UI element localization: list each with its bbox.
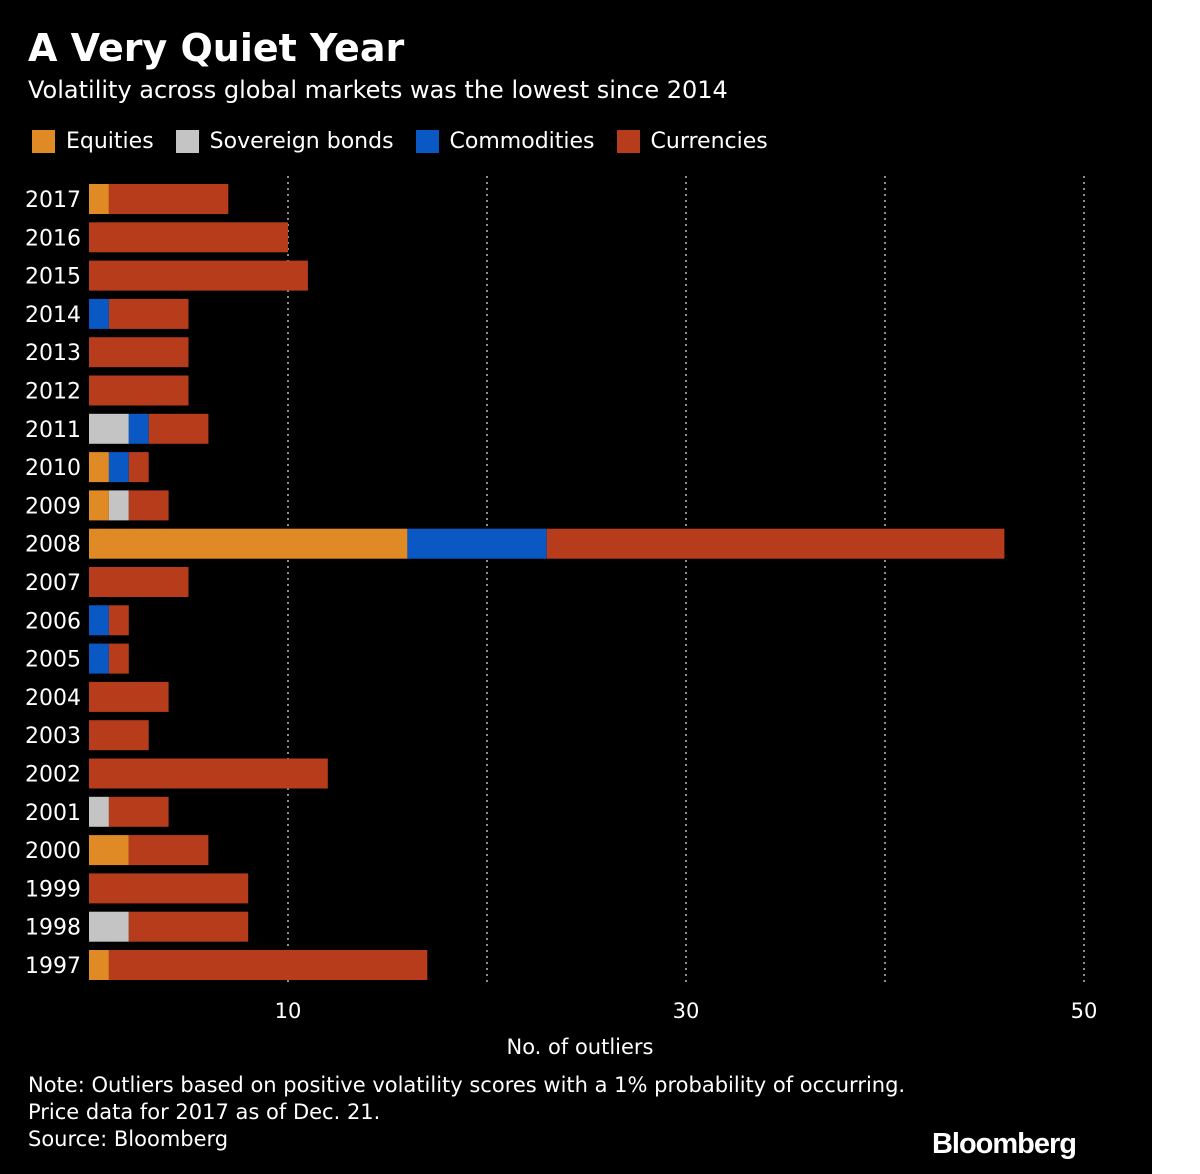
legend-swatch-currencies [616, 129, 640, 153]
bar-2002-currencies [89, 758, 328, 789]
category-label-2017: 2017 [25, 188, 81, 213]
x-tick-label-50: 50 [1071, 999, 1098, 1023]
bar-1998-currencies [128, 911, 249, 942]
category-label-1997: 1997 [25, 954, 81, 979]
category-label-2004: 2004 [25, 686, 81, 711]
bar-2010-commodities [108, 452, 129, 483]
category-label-2000: 2000 [25, 839, 81, 864]
bar-2006-currencies [108, 605, 129, 636]
bar-2001-sovereign-bonds [89, 796, 109, 827]
bar-2014-commodities [89, 298, 109, 329]
category-label-2003: 2003 [25, 724, 81, 749]
bar-2010-currencies [128, 452, 149, 483]
legend-item-commodities: Commodities [415, 128, 595, 154]
chart-panel: A Very Quiet Year Volatility across glob… [0, 0, 1152, 1174]
bar-2011-sovereign-bonds [89, 413, 129, 444]
bar-1997-currencies [108, 950, 428, 980]
category-label-2010: 2010 [25, 456, 81, 481]
note-price-date: Price data for 2017 as of Dec. 21. [28, 1100, 381, 1124]
x-tick-label-10: 10 [275, 999, 302, 1023]
bar-2012-currencies [89, 375, 189, 406]
bar-2008-equities [89, 528, 408, 559]
bar-2017-currencies [108, 184, 229, 214]
source-text: Source: Bloomberg [28, 1127, 229, 1151]
bar-2008-currencies [546, 528, 1005, 559]
category-label-2009: 2009 [25, 494, 81, 519]
category-label-1998: 1998 [25, 916, 81, 941]
category-label-2007: 2007 [25, 571, 81, 596]
category-label-2011: 2011 [25, 418, 81, 443]
bar-2014-currencies [108, 298, 189, 329]
bar-2005-currencies [108, 643, 129, 674]
category-label-2012: 2012 [25, 380, 81, 405]
legend: Equities Sovereign bonds Commodities Cur… [32, 126, 790, 156]
category-label-2001: 2001 [25, 801, 81, 826]
category-label-2013: 2013 [25, 341, 81, 366]
category-label-2005: 2005 [25, 648, 81, 673]
bar-2007-currencies [89, 567, 189, 597]
category-label-2015: 2015 [25, 265, 81, 290]
bar-1998-sovereign-bonds [89, 911, 129, 942]
legend-swatch-sovereign-bonds [175, 129, 199, 153]
legend-swatch-commodities [415, 129, 439, 153]
chart-notes: Note: Outliers based on positive volatil… [28, 1072, 905, 1153]
bar-2001-currencies [108, 796, 169, 827]
x-tick-label-30: 30 [673, 999, 700, 1023]
legend-item-sovereign-bonds: Sovereign bonds [175, 128, 394, 154]
bar-2008-commodities [407, 528, 547, 559]
legend-label-commodities: Commodities [449, 128, 595, 154]
chart-title: A Very Quiet Year [28, 26, 405, 70]
bar-2003-currencies [89, 720, 149, 751]
stacked-bar-chart: 2017 2016 2015 2014 2013 2012 2011 2010 2009 2008… [25, 176, 1098, 1059]
bar-2006-commodities [89, 605, 109, 636]
x-axis-label: No. of outliers [506, 1035, 653, 1059]
bar-2010-equities [89, 452, 109, 483]
legend-item-equities: Equities [32, 129, 154, 154]
bar-2009-sovereign-bonds [108, 490, 129, 521]
bar-2005-commodities [89, 643, 109, 674]
category-label-2002: 2002 [25, 763, 81, 788]
bar-2011-commodities [128, 413, 149, 444]
bar-2017-equities [89, 184, 109, 214]
bloomberg-logo: Bloomberg [931, 1128, 1077, 1160]
bar-2015-currencies [89, 260, 308, 291]
legend-label-currencies: Currencies [650, 128, 768, 154]
category-label-1999: 1999 [25, 877, 81, 902]
bar-2011-currencies [148, 413, 209, 444]
bar-2009-currencies [128, 490, 169, 521]
bar-2013-currencies [89, 337, 189, 368]
bar-2004-currencies [89, 681, 169, 712]
bar-1999-currencies [89, 873, 249, 904]
legend-label-equities: Equities [66, 128, 154, 154]
category-label-2008: 2008 [25, 533, 81, 558]
legend-label-sovereign-bonds: Sovereign bonds [209, 128, 394, 154]
bar-2000-currencies [128, 835, 209, 866]
legend-item-currencies: Currencies [616, 128, 768, 154]
note-text: Note: Outliers based on positive volatil… [28, 1073, 906, 1097]
bar-2016-currencies [89, 222, 288, 253]
category-label-2014: 2014 [25, 303, 81, 328]
bar-2000-equities [89, 835, 129, 866]
category-label-2006: 2006 [25, 609, 81, 634]
legend-swatch-equities [32, 129, 55, 153]
chart-subtitle: Volatility across global markets was the… [28, 76, 728, 104]
bar-1997-equities [89, 950, 109, 980]
category-label-2016: 2016 [25, 226, 81, 251]
bar-2009-equities [89, 490, 109, 521]
